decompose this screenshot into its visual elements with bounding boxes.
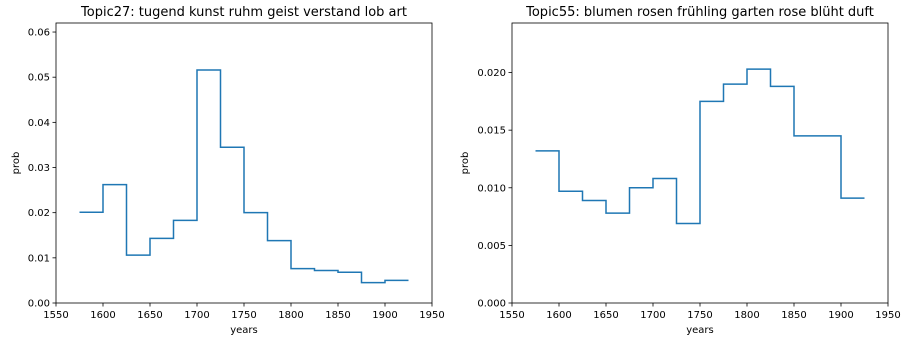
- x-tick-label: 1750: [231, 310, 256, 321]
- x-tick-label: 1850: [325, 310, 350, 321]
- x-tick-label: 1550: [499, 310, 524, 321]
- x-tick-label: 1600: [90, 310, 115, 321]
- y-tick-label: 0.05: [28, 73, 50, 84]
- y-tick-label: 0.000: [477, 299, 506, 310]
- x-tick-label: 1600: [546, 310, 571, 321]
- plot-frame: [511, 22, 889, 304]
- x-tick-label: 1850: [781, 310, 806, 321]
- x-tick-label: 1550: [43, 310, 68, 321]
- chart-ticks: 1550 1600 1650 1700 1750 1800 1850 1900 1950 0.00…: [477, 68, 900, 321]
- x-tick-label: 1900: [372, 310, 397, 321]
- chart-panel-topic55: Topic55: blumen rosen frühling garten ro…: [460, 5, 901, 336]
- y-tick-label: 0.02: [28, 208, 50, 219]
- y-tick-label: 0.015: [477, 126, 506, 137]
- x-tick-label: 1900: [828, 310, 853, 321]
- y-tick-label: 0.06: [28, 28, 50, 39]
- x-tick-label: 1700: [184, 310, 209, 321]
- x-tick-label: 1650: [137, 310, 162, 321]
- y-tick-label: 0.01: [28, 253, 50, 264]
- y-axis-label: prob: [460, 152, 471, 175]
- x-axis-label: years: [686, 325, 714, 336]
- series-step-line: [535, 68, 865, 225]
- y-tick-label: 0.03: [28, 163, 50, 174]
- chart-title: Topic55: blumen rosen frühling garten ro…: [525, 5, 874, 20]
- x-tick-label: 1650: [593, 310, 618, 321]
- chart-marks: [535, 68, 865, 225]
- chart-panel-topic27: Topic27: tugend kunst ruhm geist verstan…: [11, 5, 445, 336]
- x-tick-label: 1950: [875, 310, 900, 321]
- x-tick-label: 1700: [640, 310, 665, 321]
- y-tick-label: 0.04: [28, 118, 50, 129]
- x-tick-label: 1800: [278, 310, 303, 321]
- chart-marks: [79, 69, 409, 284]
- y-tick-label: 0.005: [477, 241, 506, 252]
- y-tick-label: 0.020: [477, 68, 506, 79]
- x-tick-label: 1950: [419, 310, 444, 321]
- y-tick-label: 0.00: [28, 299, 50, 310]
- x-tick-label: 1800: [734, 310, 759, 321]
- y-tick-label: 0.010: [477, 183, 506, 194]
- y-axis-label: prob: [11, 152, 22, 175]
- x-tick-label: 1750: [687, 310, 712, 321]
- plot-frame: [55, 22, 433, 304]
- x-axis-label: years: [230, 325, 258, 336]
- series-step-line: [79, 69, 409, 284]
- chart-ticks: 1550 1600 1650 1700 1750 1800 1850 1900 1950 0.00…: [28, 28, 445, 321]
- chart-title: Topic27: tugend kunst ruhm geist verstan…: [80, 5, 407, 20]
